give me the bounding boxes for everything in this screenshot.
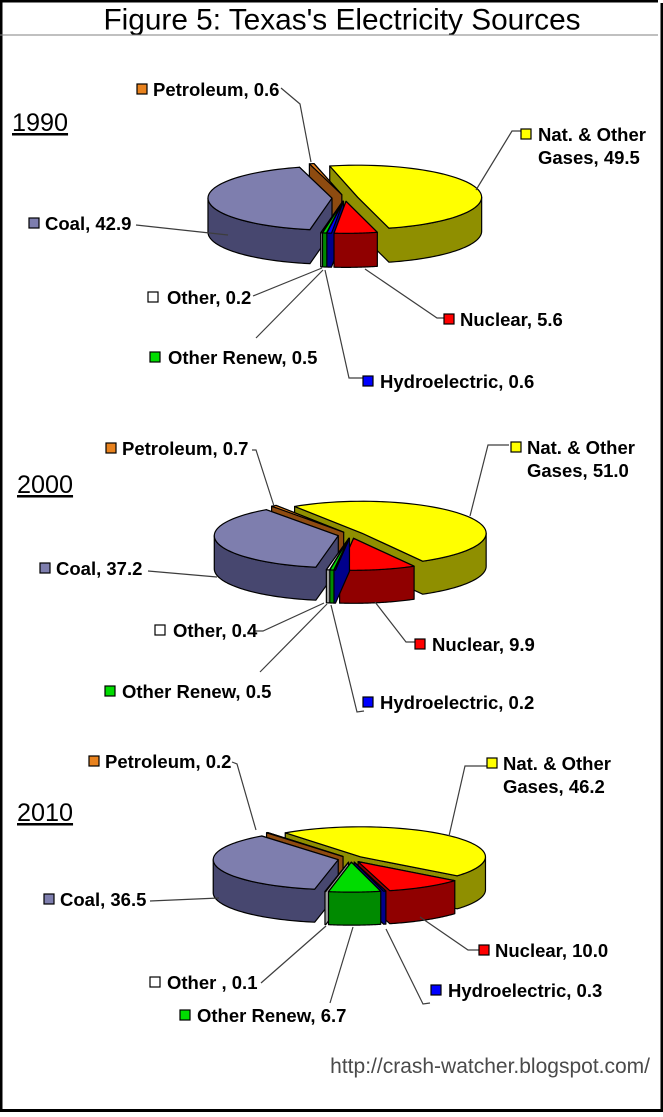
svg-text:Other Renew, 0.5: Other Renew, 0.5 bbox=[122, 681, 271, 702]
svg-text:Nuclear, 5.6: Nuclear, 5.6 bbox=[460, 309, 563, 330]
svg-text:Petroleum, 0.6: Petroleum, 0.6 bbox=[153, 79, 279, 100]
svg-text:Hydroelectric, 0.2: Hydroelectric, 0.2 bbox=[380, 692, 534, 713]
svg-text:Gases, 46.2: Gases, 46.2 bbox=[503, 776, 605, 797]
svg-text:Nuclear, 10.0: Nuclear, 10.0 bbox=[495, 940, 608, 961]
svg-text:Nat. & Other: Nat. & Other bbox=[503, 753, 611, 774]
svg-text:Nat. & Other: Nat. & Other bbox=[538, 124, 646, 145]
svg-text:Other Renew, 0.5: Other Renew, 0.5 bbox=[168, 347, 317, 368]
svg-text:Other, 0.4: Other, 0.4 bbox=[173, 620, 258, 641]
svg-text:Other Renew, 6.7: Other Renew, 6.7 bbox=[197, 1005, 346, 1026]
svg-text:2010: 2010 bbox=[17, 799, 73, 827]
svg-text:http://crash-watcher.blogspot.: http://crash-watcher.blogspot.com/ bbox=[330, 1055, 650, 1078]
svg-text:Nuclear, 9.9: Nuclear, 9.9 bbox=[432, 634, 535, 655]
svg-text:Gases, 51.0: Gases, 51.0 bbox=[527, 460, 629, 481]
svg-text:2000: 2000 bbox=[17, 471, 73, 499]
svg-text:Other, 0.2: Other, 0.2 bbox=[167, 287, 251, 308]
svg-text:Hydroelectric, 0.3: Hydroelectric, 0.3 bbox=[448, 980, 602, 1001]
svg-text:Coal, 36.5: Coal, 36.5 bbox=[60, 889, 146, 910]
svg-text:Petroleum, 0.7: Petroleum, 0.7 bbox=[122, 438, 248, 459]
svg-text:Coal, 37.2: Coal, 37.2 bbox=[56, 558, 142, 579]
svg-text:Petroleum, 0.2: Petroleum, 0.2 bbox=[105, 751, 231, 772]
svg-text:Coal, 42.9: Coal, 42.9 bbox=[45, 213, 131, 234]
svg-text:Gases, 49.5: Gases, 49.5 bbox=[538, 147, 640, 168]
svg-text:Other , 0.1: Other , 0.1 bbox=[167, 972, 257, 993]
svg-text:1990: 1990 bbox=[12, 109, 68, 137]
svg-text:Hydroelectric, 0.6: Hydroelectric, 0.6 bbox=[380, 371, 534, 392]
svg-text:Nat. & Other: Nat. & Other bbox=[527, 437, 635, 458]
svg-text:Figure 5: Texas's Electricity: Figure 5: Texas's Electricity Sources bbox=[103, 4, 580, 37]
